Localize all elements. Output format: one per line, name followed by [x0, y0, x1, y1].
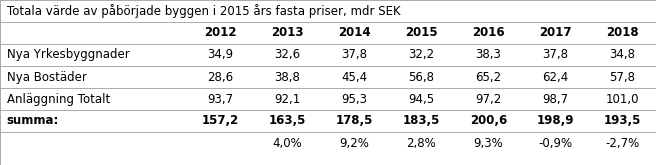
Text: summa:: summa:: [7, 115, 59, 128]
Text: 2015: 2015: [405, 27, 438, 39]
Text: 93,7: 93,7: [207, 93, 234, 105]
Text: 94,5: 94,5: [409, 93, 434, 105]
Text: 92,1: 92,1: [274, 93, 300, 105]
Text: 193,5: 193,5: [604, 115, 641, 128]
Text: 37,8: 37,8: [342, 49, 367, 62]
Text: 95,3: 95,3: [342, 93, 367, 105]
Text: Totala värde av påbörjade byggen i 2015 års fasta priser, mdr SEK: Totala värde av påbörjade byggen i 2015 …: [7, 4, 400, 18]
Text: 34,9: 34,9: [207, 49, 234, 62]
Text: 56,8: 56,8: [409, 70, 434, 83]
Text: 198,9: 198,9: [537, 115, 574, 128]
Text: 9,2%: 9,2%: [340, 136, 369, 149]
Text: 2017: 2017: [539, 27, 572, 39]
Text: 45,4: 45,4: [341, 70, 367, 83]
Text: 62,4: 62,4: [543, 70, 569, 83]
Text: 2,8%: 2,8%: [407, 136, 436, 149]
Text: 32,2: 32,2: [409, 49, 434, 62]
Text: 157,2: 157,2: [202, 115, 239, 128]
Text: 183,5: 183,5: [403, 115, 440, 128]
Text: 57,8: 57,8: [609, 70, 636, 83]
Text: 65,2: 65,2: [476, 70, 502, 83]
Text: 2013: 2013: [271, 27, 304, 39]
Text: 4,0%: 4,0%: [273, 136, 302, 149]
Text: 178,5: 178,5: [336, 115, 373, 128]
Text: 2012: 2012: [204, 27, 237, 39]
Text: 98,7: 98,7: [543, 93, 569, 105]
Text: Nya Bostäder: Nya Bostäder: [7, 70, 87, 83]
Text: 2014: 2014: [338, 27, 371, 39]
Text: 2018: 2018: [606, 27, 639, 39]
Text: 97,2: 97,2: [476, 93, 502, 105]
Text: 32,6: 32,6: [274, 49, 300, 62]
Text: 200,6: 200,6: [470, 115, 507, 128]
Text: 101,0: 101,0: [605, 93, 639, 105]
Text: 28,6: 28,6: [207, 70, 234, 83]
Text: 38,3: 38,3: [476, 49, 501, 62]
Text: 9,3%: 9,3%: [474, 136, 503, 149]
Text: 2016: 2016: [472, 27, 505, 39]
Text: 37,8: 37,8: [543, 49, 569, 62]
Text: Nya Yrkesbyggnader: Nya Yrkesbyggnader: [7, 49, 129, 62]
Text: Anläggning Totalt: Anläggning Totalt: [7, 93, 110, 105]
Text: 38,8: 38,8: [274, 70, 300, 83]
Text: -0,9%: -0,9%: [539, 136, 573, 149]
Text: -2,7%: -2,7%: [605, 136, 640, 149]
Text: 163,5: 163,5: [269, 115, 306, 128]
Text: 34,8: 34,8: [609, 49, 636, 62]
